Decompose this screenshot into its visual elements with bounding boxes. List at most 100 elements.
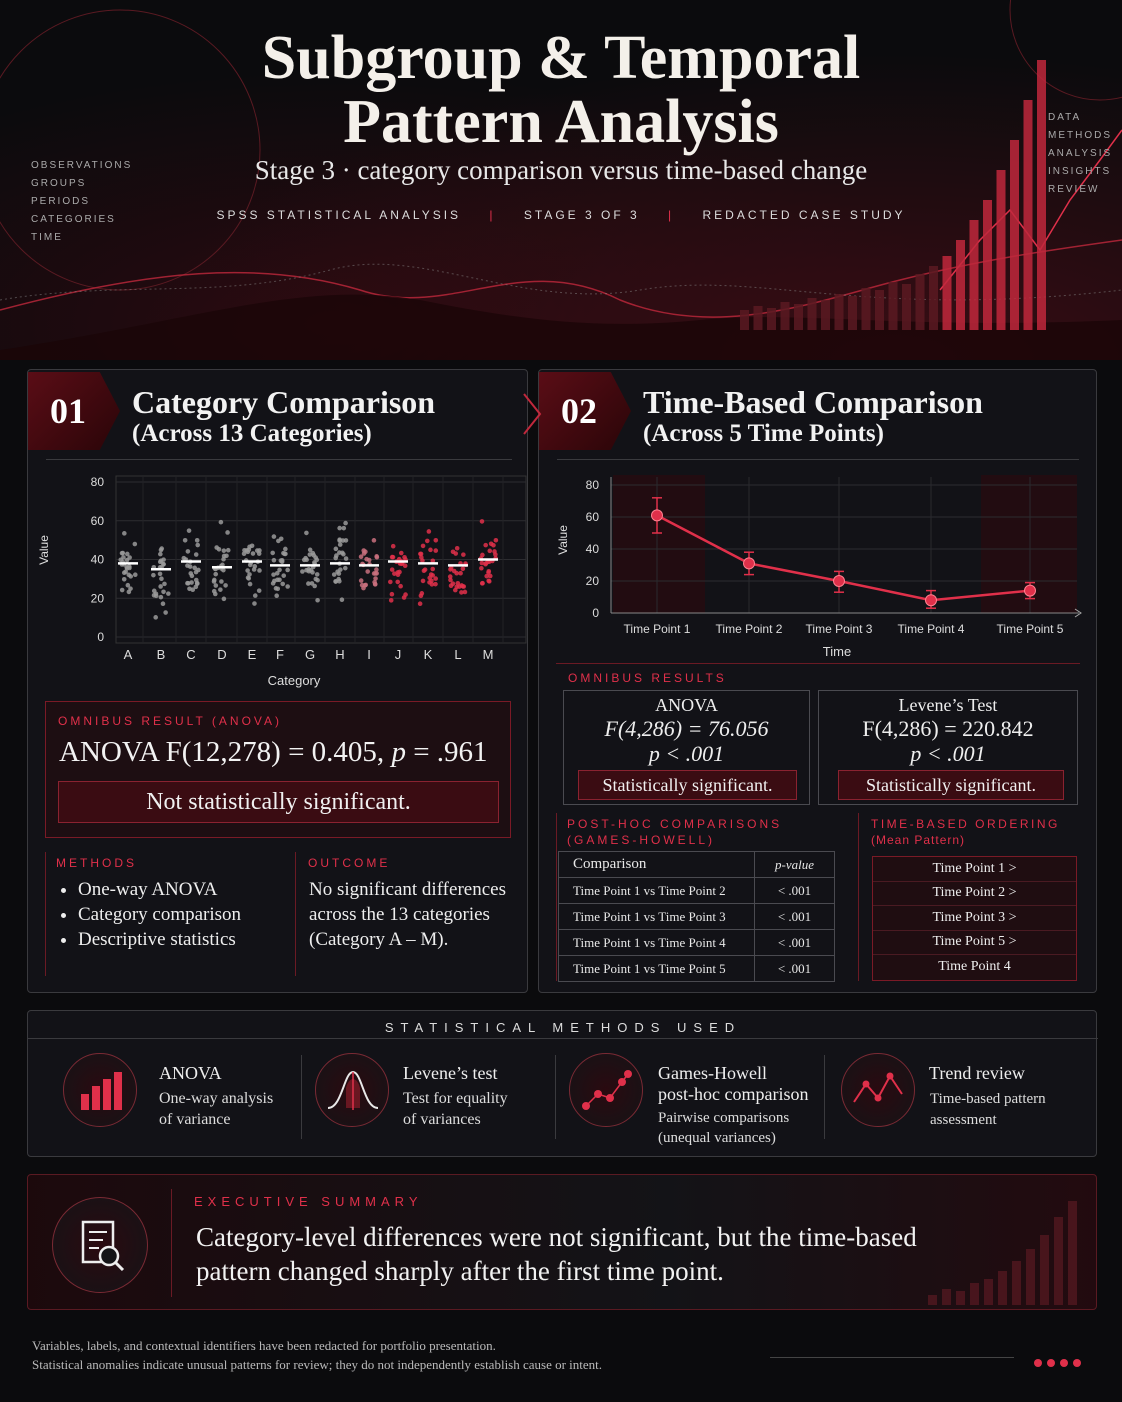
- card-stat: F(4,286) = 220.842: [862, 716, 1034, 741]
- data-point: [247, 544, 252, 550]
- data-point: [212, 577, 217, 583]
- page-subtitle: Stage 3 · category comparison versus tim…: [254, 155, 868, 185]
- y-tick-label: 60: [91, 514, 105, 528]
- x-tick-label: A: [124, 647, 133, 662]
- data-point: [484, 573, 489, 579]
- data-point: [223, 583, 228, 588]
- data-point: [159, 546, 165, 551]
- data-point: [417, 601, 423, 607]
- y-tick-label: 0: [592, 606, 599, 620]
- divider: [28, 1038, 1098, 1039]
- data-point: [342, 565, 348, 571]
- hero-background-graphic: [0, 0, 1122, 360]
- decor-bar: [1054, 1217, 1063, 1305]
- title-line-2: Pattern Analysis: [343, 88, 779, 156]
- data-point: [307, 552, 313, 557]
- decor-bar: [996, 170, 1006, 330]
- data-point: [304, 557, 309, 563]
- data-point: [483, 542, 488, 548]
- card-title: ANOVA: [655, 695, 718, 715]
- data-point: [335, 569, 340, 575]
- data-point: [337, 525, 342, 531]
- x-tick-label: E: [248, 647, 257, 662]
- outcome-text: No significant differences across the 13…: [309, 879, 506, 950]
- y-tick-label: 60: [586, 510, 600, 524]
- data-point: [312, 583, 317, 589]
- divider: [824, 1055, 825, 1139]
- method-item: Descriptive statistics: [78, 927, 241, 952]
- data-point: [461, 552, 466, 557]
- data-point: [181, 555, 187, 561]
- x-tick-label: D: [217, 647, 226, 662]
- levene-result-card: Levene’s Test F(4,286) = 220.842 p < .00…: [818, 690, 1078, 805]
- data-point: [158, 584, 163, 589]
- method-desc: Time-based pattern assessment: [930, 1089, 1046, 1131]
- data-point: [275, 577, 280, 583]
- divider: [555, 1055, 556, 1139]
- method-item: Category comparison: [78, 902, 241, 927]
- x-axis-label: Time: [823, 644, 851, 659]
- comparison-cell: Time Point 1 vs Time Point 5: [558, 955, 755, 982]
- decor-bar: [983, 200, 992, 330]
- data-point: [331, 572, 337, 577]
- data-point: [271, 557, 277, 563]
- decor-bar: [740, 310, 749, 330]
- decor-bar: [780, 302, 790, 330]
- outcome-rule: [295, 852, 296, 976]
- data-point: [278, 558, 284, 563]
- data-point: [247, 581, 253, 587]
- data-point: [337, 542, 343, 547]
- posthoc-label-line: POST-HOC COMPARISONS: [567, 817, 783, 831]
- data-point: [421, 568, 427, 574]
- data-point: [270, 550, 275, 556]
- decor-bar: [970, 1283, 979, 1305]
- section-title: Time-Based Comparison: [643, 384, 983, 420]
- data-point: [453, 587, 458, 593]
- data-point: [161, 562, 166, 567]
- data-point: [479, 560, 485, 566]
- data-point: [430, 566, 436, 572]
- omnibus-label: OMNIBUS RESULTS: [568, 671, 727, 685]
- data-point: [833, 575, 845, 587]
- pvalue-cell: < .001: [754, 877, 835, 904]
- data-point: [192, 565, 198, 571]
- data-point: [313, 576, 319, 582]
- executive-summary-panel: EXECUTIVE SUMMARY Category-level differe…: [27, 1174, 1097, 1310]
- method-title: Games-Howell post-hoc comparison: [658, 1063, 808, 1105]
- scatter-icon: [569, 1053, 643, 1127]
- summary-rule: [171, 1189, 172, 1297]
- method-desc-line: Pairwise comparisons: [658, 1110, 790, 1126]
- data-point: [486, 568, 492, 574]
- data-point: [433, 548, 439, 553]
- bar-chart-icon: [63, 1053, 137, 1127]
- data-point: [480, 552, 485, 558]
- data-point: [281, 573, 287, 578]
- data-point: [493, 552, 498, 557]
- y-tick-label: 40: [586, 542, 600, 556]
- method-desc: Test for equality of variances: [403, 1088, 508, 1130]
- method-title: ANOVA: [159, 1063, 222, 1083]
- data-point: [242, 547, 247, 553]
- data-point: [339, 597, 345, 603]
- section-number-badge: 02: [539, 372, 631, 450]
- data-point: [462, 589, 468, 595]
- summary-line: Category-level differences were not sign…: [196, 1222, 917, 1252]
- right-tag: REVIEW: [1048, 184, 1100, 195]
- time-line-chart: 0 20 40 60 80 Time Point 1 Time Point 2 Time P…: [556, 475, 1082, 659]
- data-point: [401, 595, 407, 600]
- left-tag-list: OBSERVATIONS GROUPS PERIODS CATEGORIES T…: [31, 160, 132, 250]
- data-point: [388, 579, 393, 585]
- data-point: [395, 570, 401, 575]
- data-point: [193, 569, 199, 575]
- data-point: [388, 598, 394, 603]
- data-point: [459, 590, 464, 595]
- data-point: [219, 579, 224, 584]
- x-tick-label: G: [305, 647, 315, 662]
- anova-result-box: OMNIBUS RESULT (ANOVA) ANOVA F(12,278) =…: [45, 701, 511, 838]
- data-point: [189, 580, 194, 585]
- anova-result-card: ANOVA F(4,286) = 76.056 p < .001 Statist…: [563, 690, 810, 805]
- hero-banner: OBSERVATIONS GROUPS PERIODS CATEGORIES T…: [0, 0, 1122, 360]
- data-point: [343, 520, 348, 526]
- x-tick-label: Time Point 1: [624, 622, 691, 636]
- data-point: [300, 569, 305, 574]
